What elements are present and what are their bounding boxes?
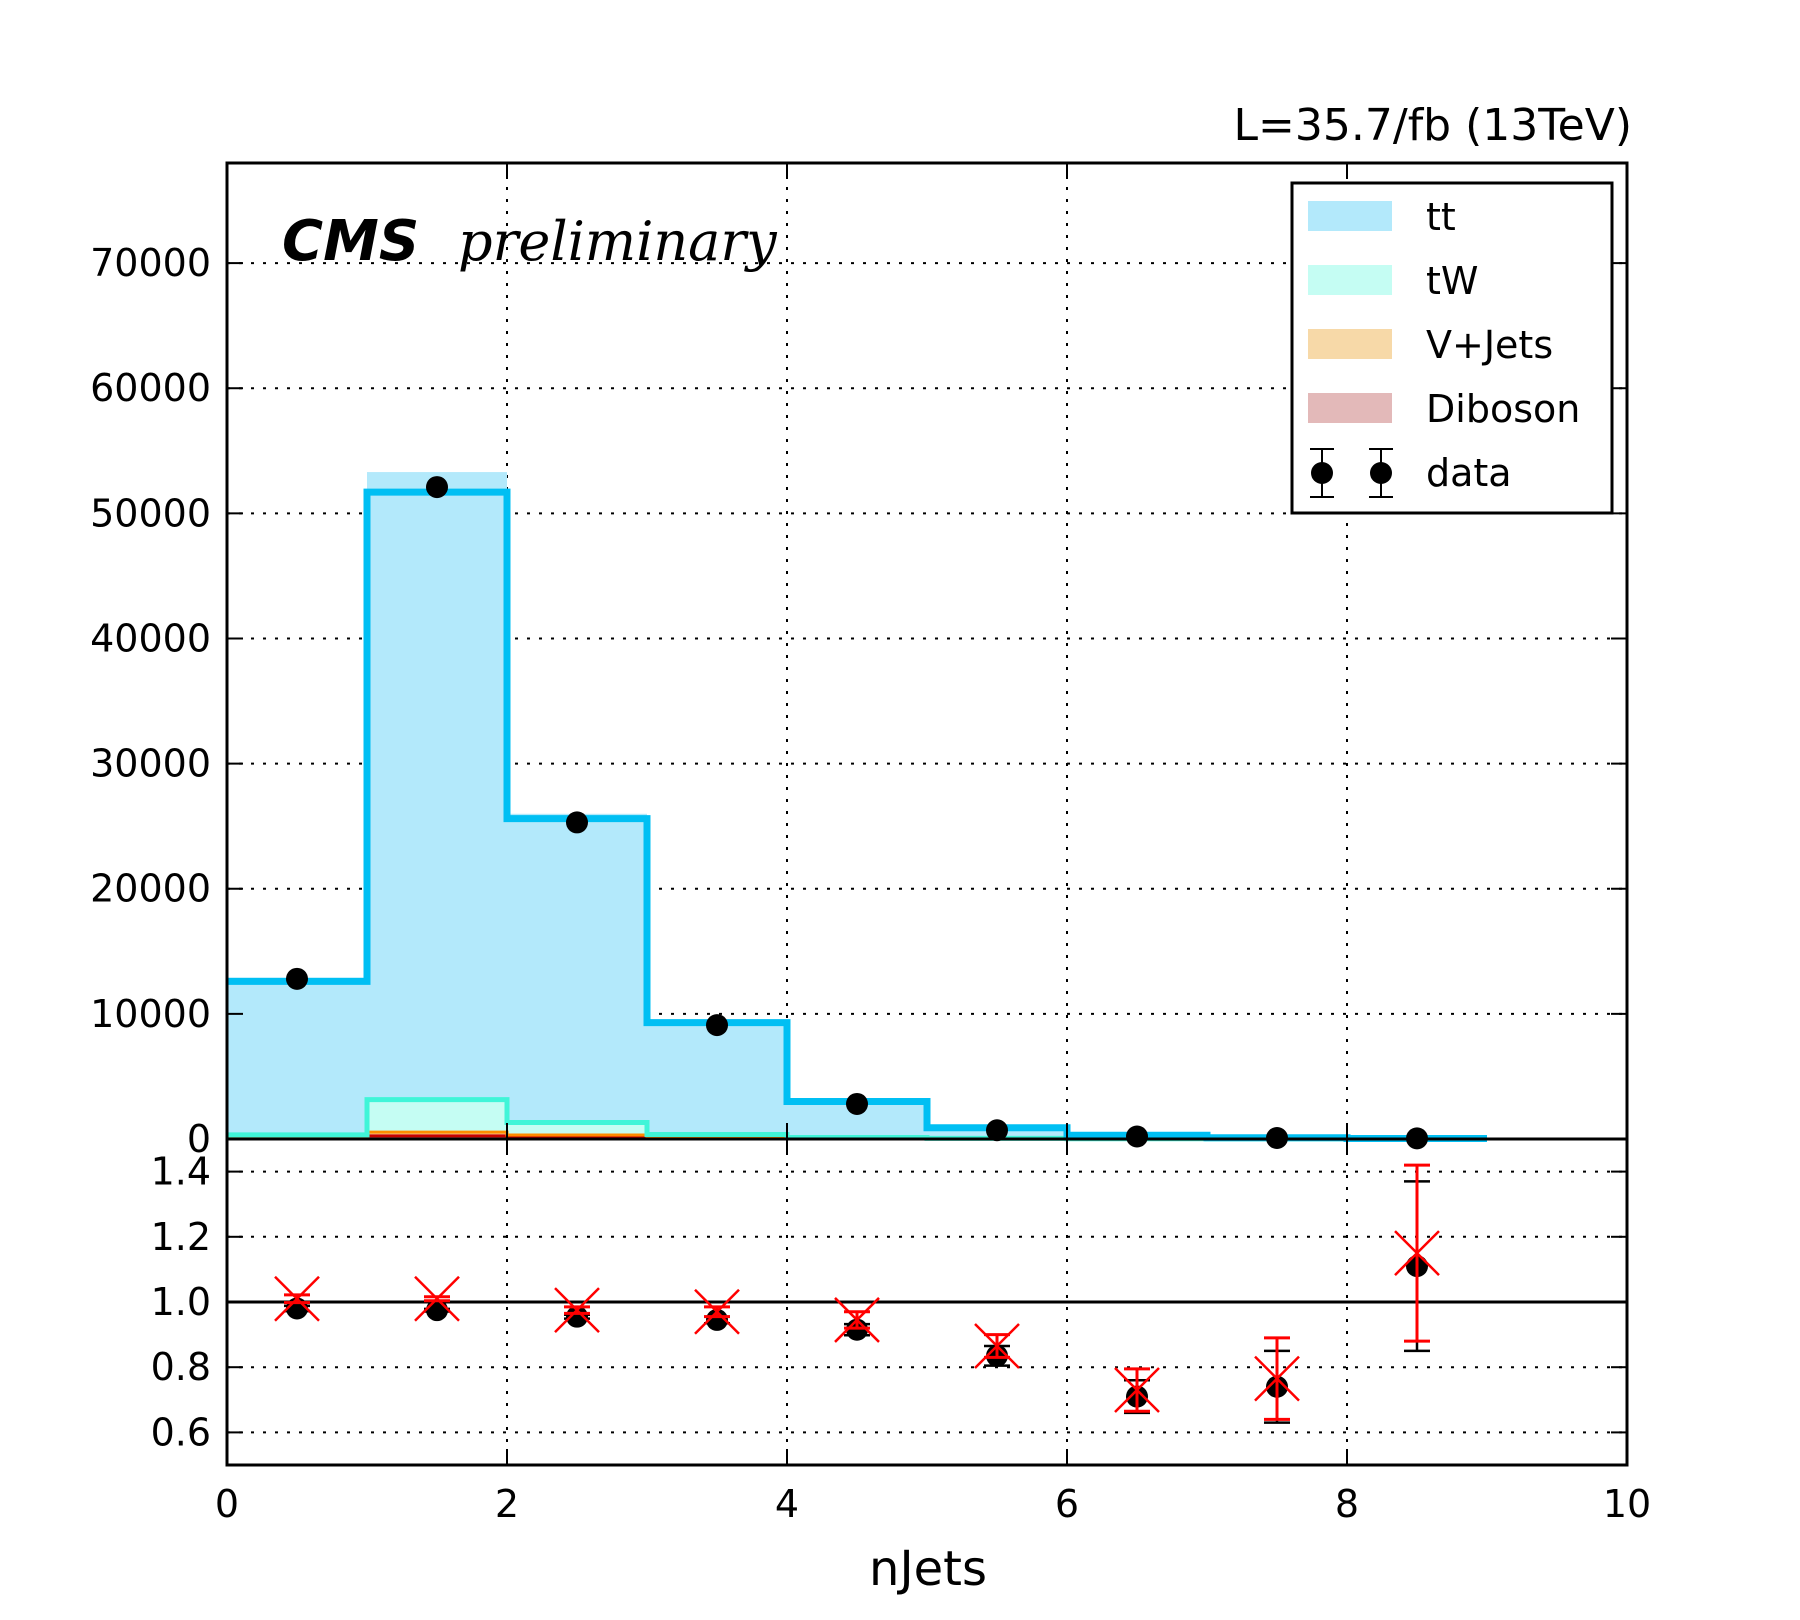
ratio-y-tick-label: 0.6 xyxy=(151,1410,211,1454)
y-tick-label: 60000 xyxy=(90,366,211,410)
data-point xyxy=(986,1119,1008,1142)
ratio-y-tick-label: 1.2 xyxy=(151,1215,211,1259)
mc-ratio-marker xyxy=(834,1297,880,1343)
cms-label: CMS xyxy=(282,209,419,274)
ratio-y-tick-label: 1.0 xyxy=(151,1280,211,1324)
hist-bar-tt xyxy=(227,977,367,1135)
x-tick-label: 4 xyxy=(775,1482,799,1526)
y-tick-label: 70000 xyxy=(90,241,211,285)
data-point xyxy=(706,1014,728,1037)
hist-bar-tt xyxy=(647,1022,787,1135)
x-axis-label: nJets xyxy=(869,1541,987,1597)
data-ratio-point xyxy=(426,1299,448,1322)
x-tick-label: 0 xyxy=(215,1482,239,1526)
y-tick-label: 20000 xyxy=(90,867,211,911)
y-tick-label: 50000 xyxy=(90,491,211,535)
legend-label-tt: tt xyxy=(1426,195,1456,239)
mc-ratio-marker xyxy=(1394,1230,1440,1276)
legend-data-marker xyxy=(1370,462,1392,484)
data-point xyxy=(426,476,448,499)
data-point xyxy=(566,811,588,834)
ratio-y-tick-label: 1.4 xyxy=(151,1150,211,1194)
hist-bar-diboson xyxy=(367,1135,507,1139)
x-tick-label: 2 xyxy=(495,1482,519,1526)
ratio-panel-points xyxy=(227,1163,1627,1424)
legend: tt tW V+Jets Diboson data xyxy=(1290,181,1614,515)
x-tick-label: 10 xyxy=(1603,1482,1651,1526)
legend-swatch-diboson xyxy=(1308,393,1392,423)
hist-bar-tt xyxy=(367,472,507,1100)
y-tick-label: 40000 xyxy=(90,616,211,660)
ratio-panel-axes: 0.6 0.8 1.0 1.2 1.4 0 2 4 6 8 10 xyxy=(151,1137,1651,1526)
y-tick-label: 10000 xyxy=(90,992,211,1036)
mc-ratio-marker xyxy=(694,1288,740,1335)
hist-bar-tw xyxy=(367,1099,507,1133)
hist-bar-v-jets xyxy=(367,1132,507,1136)
legend-label-data: data xyxy=(1426,451,1512,495)
mc-ratio-marker xyxy=(414,1275,460,1322)
legend-swatch-tt xyxy=(1308,201,1392,231)
mc-ratio-marker xyxy=(1114,1367,1160,1413)
legend-data-marker xyxy=(1311,462,1333,484)
legend-swatch-tw xyxy=(1308,265,1392,295)
ratio-y-tick-label: 0.8 xyxy=(151,1345,211,1389)
legend-label-diboson: Diboson xyxy=(1426,387,1580,431)
preliminary-label: preliminary xyxy=(458,210,778,273)
hist-bar-tt xyxy=(507,813,647,1123)
x-tick-label: 6 xyxy=(1055,1482,1079,1526)
legend-swatch-v-jets xyxy=(1308,329,1392,359)
data-ratio-point xyxy=(706,1308,728,1331)
mc-ratio-marker xyxy=(554,1287,600,1334)
y-tick-label: 0 xyxy=(187,1117,211,1161)
data-point xyxy=(846,1092,868,1115)
legend-label-v-jets: V+Jets xyxy=(1426,323,1553,367)
main-panel-histogram xyxy=(227,472,1487,1150)
data-ratio-point xyxy=(566,1305,588,1328)
data-point xyxy=(286,967,308,990)
mc-ratio-marker xyxy=(1254,1355,1300,1402)
legend-label-tw: tW xyxy=(1426,259,1478,303)
mc-ratio-marker xyxy=(974,1323,1020,1369)
hist-bar-tw xyxy=(507,1122,647,1135)
x-tick-label: 8 xyxy=(1335,1482,1359,1526)
data-point xyxy=(1126,1125,1148,1148)
mc-ratio-marker xyxy=(274,1275,320,1322)
y-tick-label: 30000 xyxy=(90,742,211,786)
luminosity-label: L=35.7/fb (13TeV) xyxy=(1234,100,1632,151)
